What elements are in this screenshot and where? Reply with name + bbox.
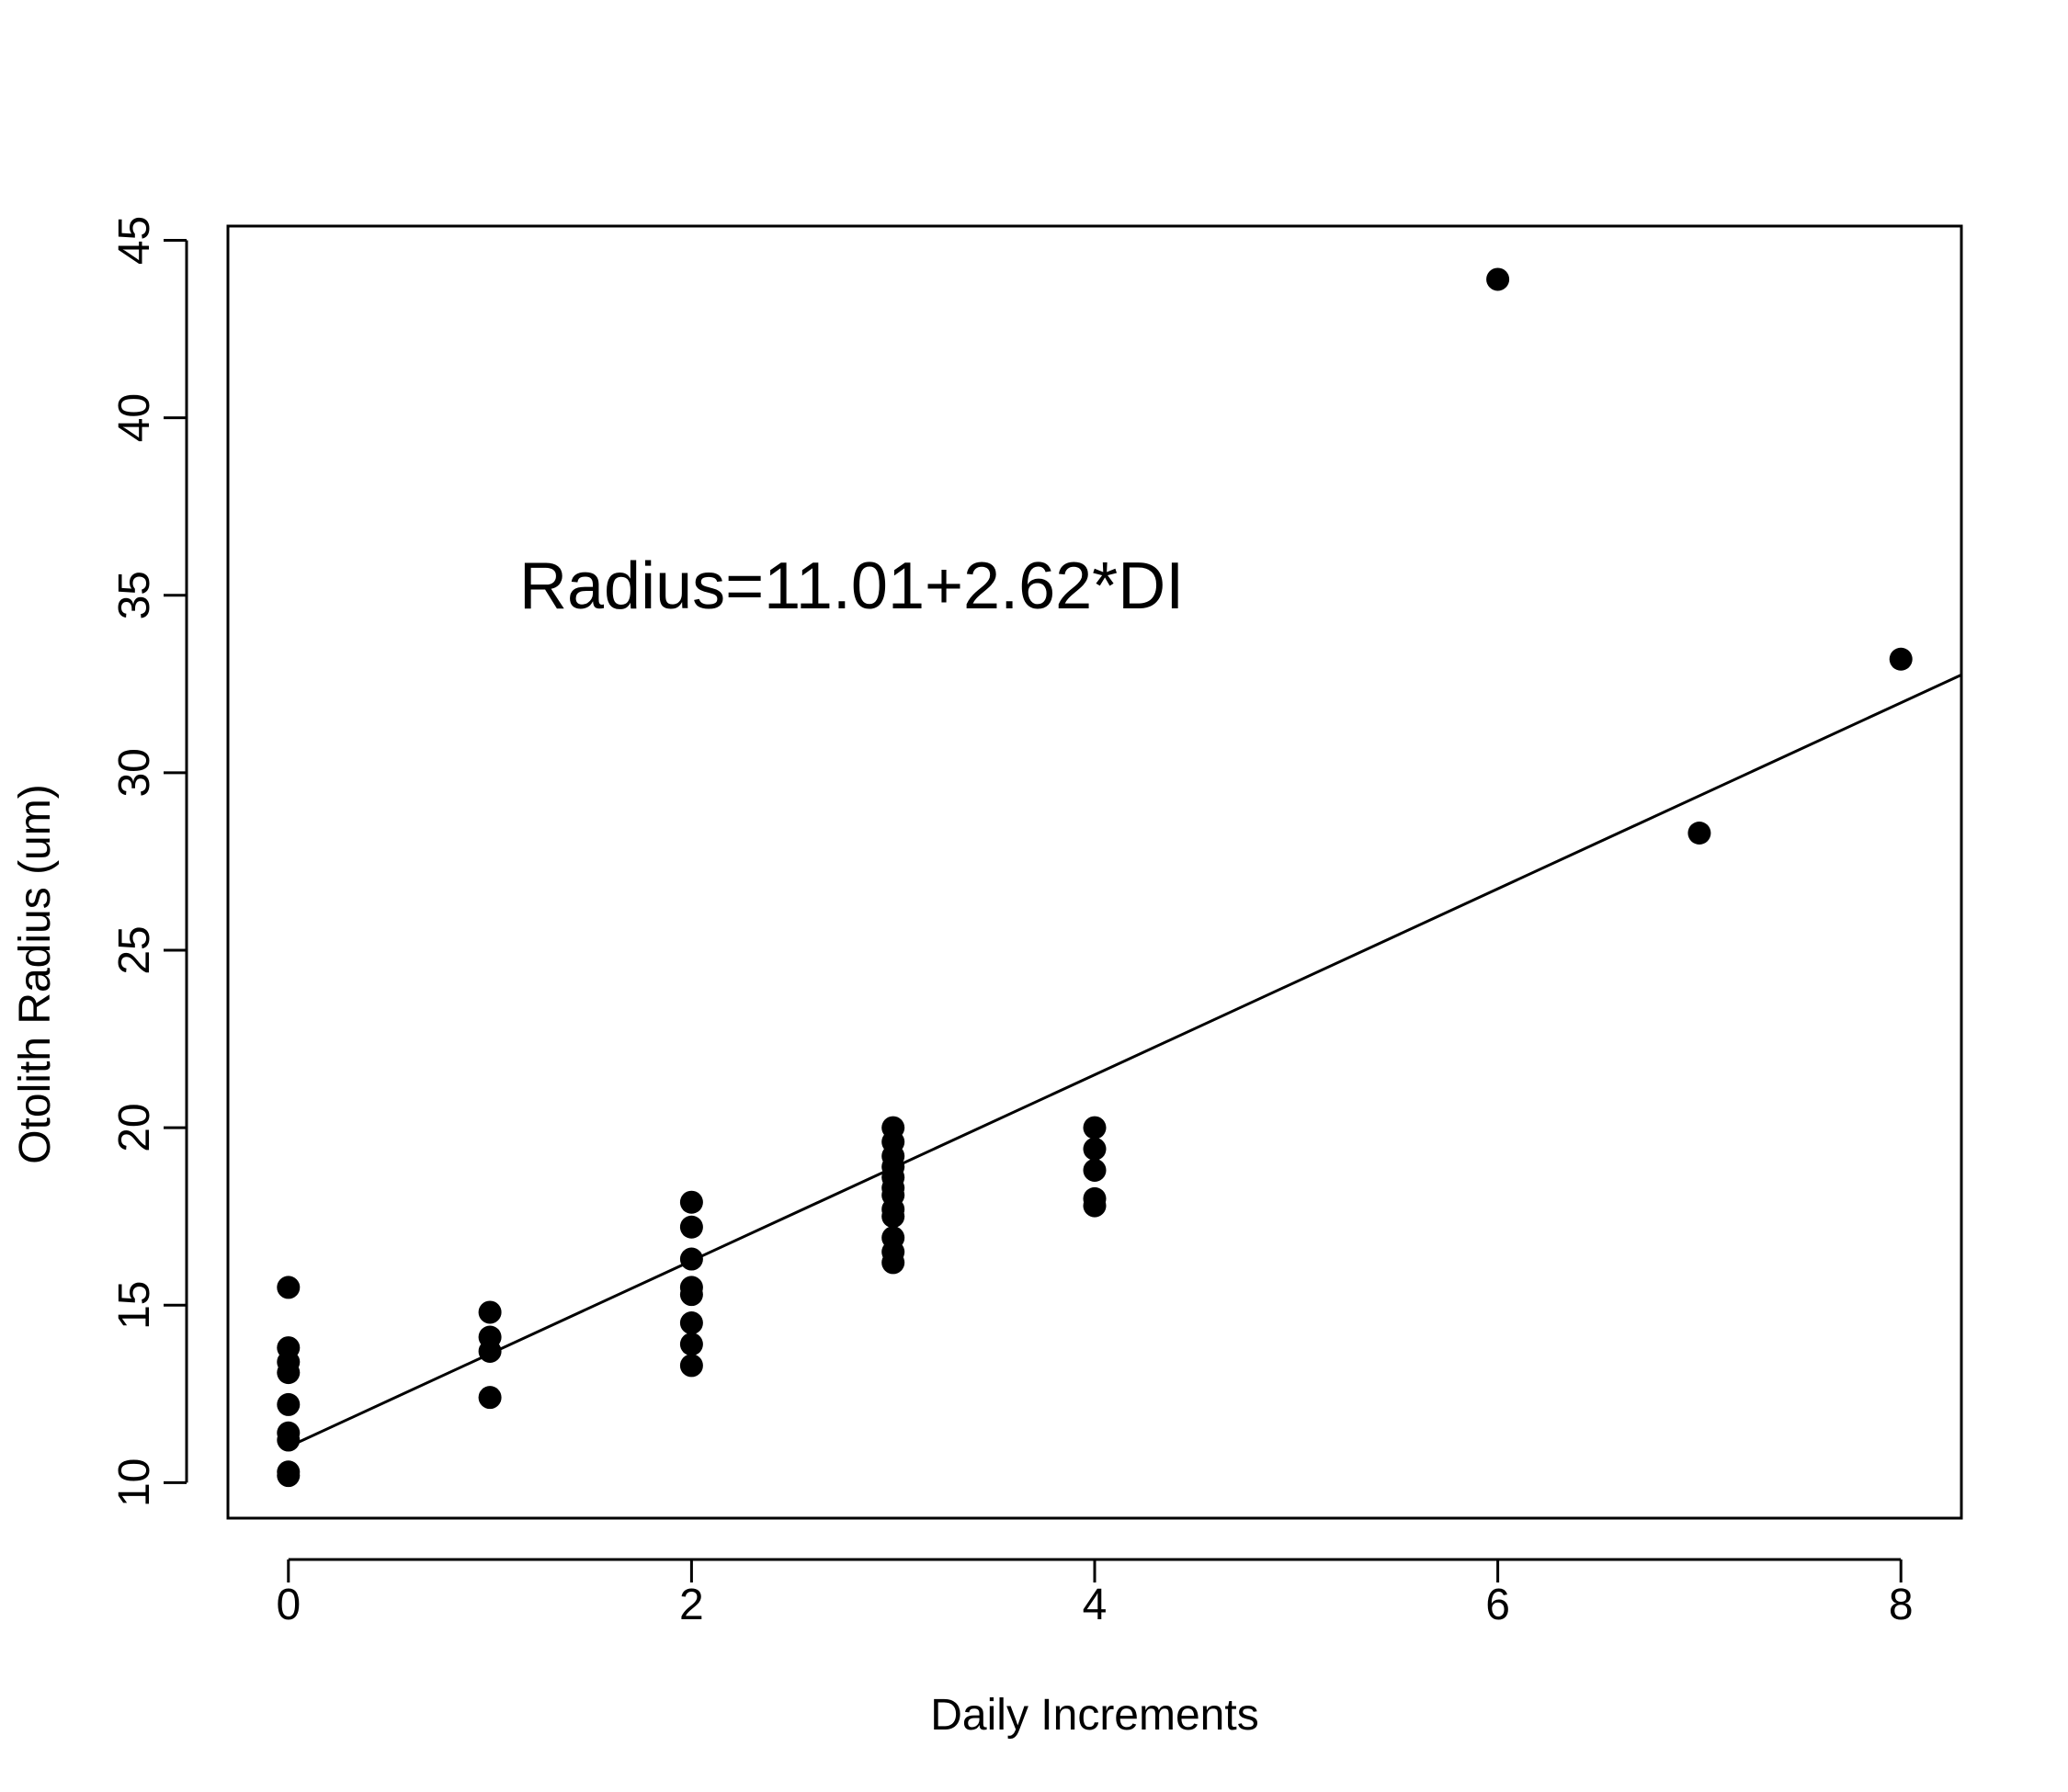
data-point (277, 1464, 301, 1488)
data-point (478, 1386, 502, 1410)
data-point (1083, 1158, 1107, 1182)
data-point (478, 1339, 502, 1363)
y-tick-label: 25 (110, 925, 159, 974)
y-axis: 10 15 20 25 30 35 40 45 (110, 216, 188, 1507)
plot-frame (226, 224, 1963, 1520)
regression-line (288, 674, 1962, 1448)
data-point (679, 1283, 703, 1307)
data-point (679, 1333, 703, 1356)
x-tick-label: 0 (276, 1581, 301, 1629)
y-tick-label: 20 (110, 1103, 159, 1151)
data-point (277, 1428, 301, 1452)
data-points (277, 267, 1913, 1488)
y-axis-title: Otolith Radius (um) (11, 784, 60, 1163)
data-point (1889, 647, 1913, 671)
y-tick-label: 35 (110, 571, 159, 619)
data-point (1083, 1116, 1107, 1140)
y-tick-label: 40 (110, 393, 159, 442)
data-point (679, 1311, 703, 1335)
data-point (881, 1251, 905, 1275)
data-point (881, 1205, 905, 1229)
data-point (1486, 267, 1510, 291)
data-point (1083, 1194, 1107, 1218)
annotation-equation: Radius=11.01+2.62*DI (519, 550, 1184, 623)
data-point (277, 1392, 301, 1416)
y-tick-label: 10 (110, 1458, 159, 1507)
x-tick-label: 2 (679, 1581, 704, 1629)
x-tick-label: 8 (1889, 1581, 1914, 1629)
y-tick-label: 15 (110, 1281, 159, 1330)
data-point (478, 1300, 502, 1324)
y-tick-label: 45 (110, 216, 159, 265)
data-point (277, 1276, 301, 1299)
regression-layer (288, 674, 1962, 1448)
data-point (277, 1361, 301, 1385)
data-point (1687, 822, 1711, 845)
x-tick-label: 6 (1485, 1581, 1510, 1629)
data-point (679, 1247, 703, 1271)
data-point (679, 1190, 703, 1214)
x-axis: 0 2 4 6 8 (276, 1558, 1914, 1629)
data-point (679, 1215, 703, 1239)
data-point (1083, 1137, 1107, 1161)
data-point (679, 1354, 703, 1378)
x-tick-label: 4 (1083, 1581, 1108, 1629)
x-axis-title: Daily Increments (930, 1691, 1258, 1740)
y-tick-label: 30 (110, 748, 159, 797)
